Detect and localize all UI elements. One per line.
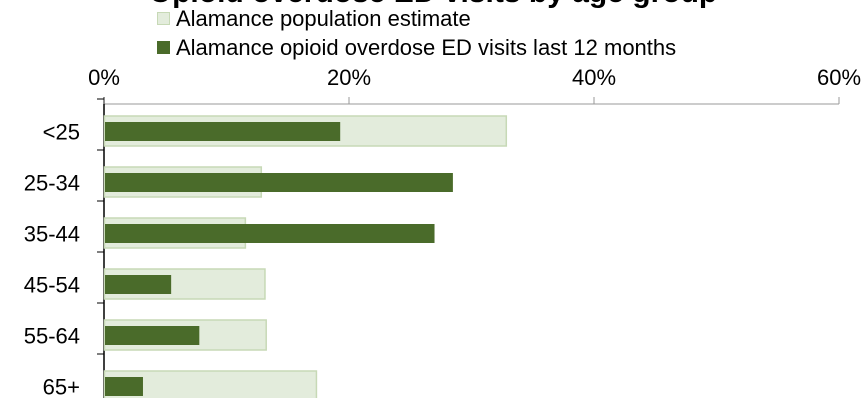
- legend-swatch-ed-visits: [157, 41, 170, 54]
- y-category-label: 45-54: [24, 273, 80, 298]
- bar-ed-visits: [105, 326, 200, 345]
- legend-label-population: Alamance population estimate: [176, 5, 471, 31]
- x-tick-label: 0%: [88, 65, 120, 90]
- y-category-label: 25-34: [24, 171, 80, 196]
- bar-ed-visits: [105, 224, 435, 243]
- bar-ed-visits: [105, 377, 143, 396]
- bar-ed-visits: [105, 122, 341, 141]
- y-category-label: 55-64: [24, 324, 80, 349]
- chart-title-clip: Opioid overdose ED visits by age group: [0, 0, 866, 11]
- legend-label-ed-visits: Alamance opioid overdose ED visits last …: [176, 34, 677, 60]
- y-category-label: 65+: [43, 375, 80, 398]
- chart-title: Opioid overdose ED visits by age group: [0, 0, 866, 10]
- chart-legend: Alamance population estimate Alamance op…: [157, 4, 676, 62]
- legend-item-population: Alamance population estimate: [157, 4, 676, 33]
- y-category-label: 35-44: [24, 222, 80, 247]
- x-tick-label: 20%: [327, 65, 371, 90]
- legend-swatch-population: [157, 12, 170, 25]
- y-category-label: <25: [43, 120, 80, 145]
- x-tick-label: 40%: [572, 65, 616, 90]
- bar-ed-visits: [105, 173, 453, 192]
- bar-ed-visits: [105, 275, 172, 294]
- x-tick-label: 60%: [817, 65, 861, 90]
- legend-item-ed-visits: Alamance opioid overdose ED visits last …: [157, 33, 676, 62]
